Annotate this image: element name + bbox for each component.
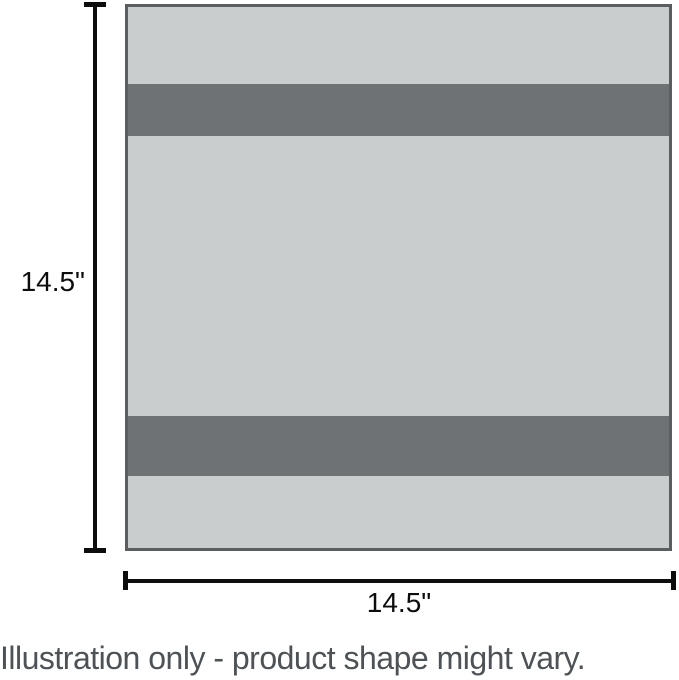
width-dimension-label: 14.5": [366, 587, 432, 618]
height-dimension-label: 14.5": [20, 266, 85, 297]
dimension-endcap-bottom: [84, 548, 106, 553]
dimension-line-horizontal: [125, 579, 673, 583]
illustration-disclaimer: Illustration only - product shape might …: [0, 640, 586, 676]
product-panel: [125, 4, 672, 551]
panel-stripe-lower: [128, 416, 669, 476]
dimension-line-vertical: [93, 4, 97, 549]
dimension-endcap-right: [671, 571, 676, 590]
panel-stripe-upper: [128, 84, 669, 136]
